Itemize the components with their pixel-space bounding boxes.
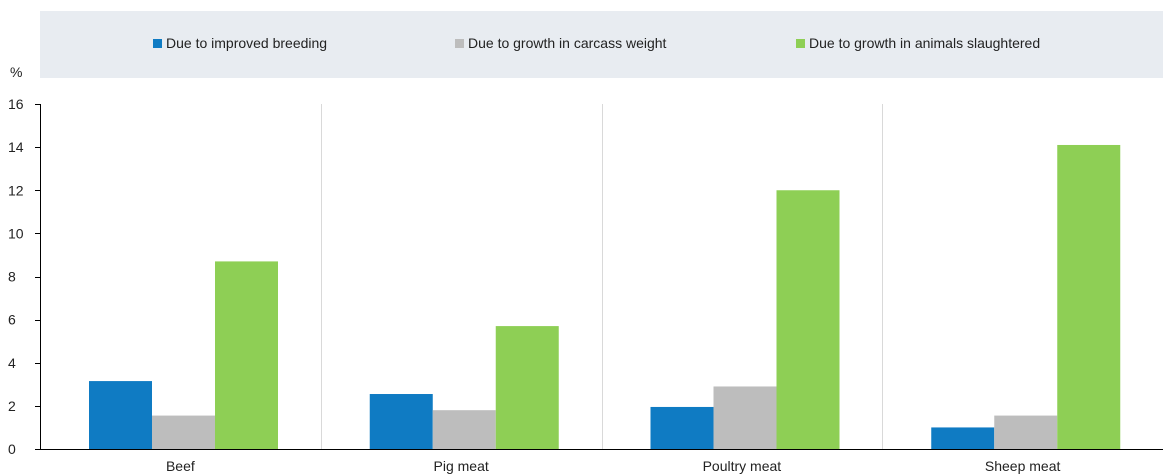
bar [931,427,995,449]
bar [495,326,559,449]
x-tick-labels: Beef Pig meat Poultry meat Sheep meat [166,458,1061,474]
category-separators [321,104,883,449]
bar [1057,144,1121,449]
y-tick-label: 14 [8,139,24,155]
bar [89,381,152,449]
x-tick-label: Pig meat [434,458,489,474]
x-tick-label: Sheep meat [985,458,1061,474]
y-tick-label: 0 [8,441,16,457]
bar [713,386,777,449]
axes [35,104,1163,450]
bar-series [89,144,1121,449]
chart-legend: Due to improved breeding Due to growth i… [40,35,1163,55]
y-tick-label: 16 [8,96,24,112]
legend-background [40,11,1163,78]
y-tick-label: 8 [8,269,16,285]
bar [776,190,840,449]
bar [215,261,278,449]
legend-label-slaughtered: Due to growth in animals slaughtered [809,35,1041,51]
bar [432,410,496,449]
legend-swatch-slaughtered [796,38,805,48]
bar [369,394,433,449]
legend-item-slaughtered: Due to growth in animals slaughtered [796,35,1040,51]
x-tick-label: Beef [166,458,195,474]
bar [994,415,1058,449]
y-tick-label: 4 [8,355,16,371]
y-tick-label: 10 [8,225,24,241]
x-tick-label: Poultry meat [703,458,782,474]
y-axis-unit-label: % [10,64,22,80]
legend-item-carcass: Due to growth in carcass weight [455,35,666,51]
y-tick-labels: 0 2 4 6 8 10 12 14 16 [8,96,24,457]
y-tick-label: 6 [8,312,16,328]
legend-label-carcass: Due to growth in carcass weight [468,35,667,51]
legend-swatch-breeding [153,38,162,48]
legend-swatch-carcass [455,38,464,48]
legend-item-breeding: Due to improved breeding [153,35,327,51]
y-tick-label: 2 [8,398,16,414]
bar [152,415,215,449]
bar [650,406,714,449]
y-tick-label: 12 [8,182,24,198]
legend-label-breeding: Due to improved breeding [166,35,328,51]
